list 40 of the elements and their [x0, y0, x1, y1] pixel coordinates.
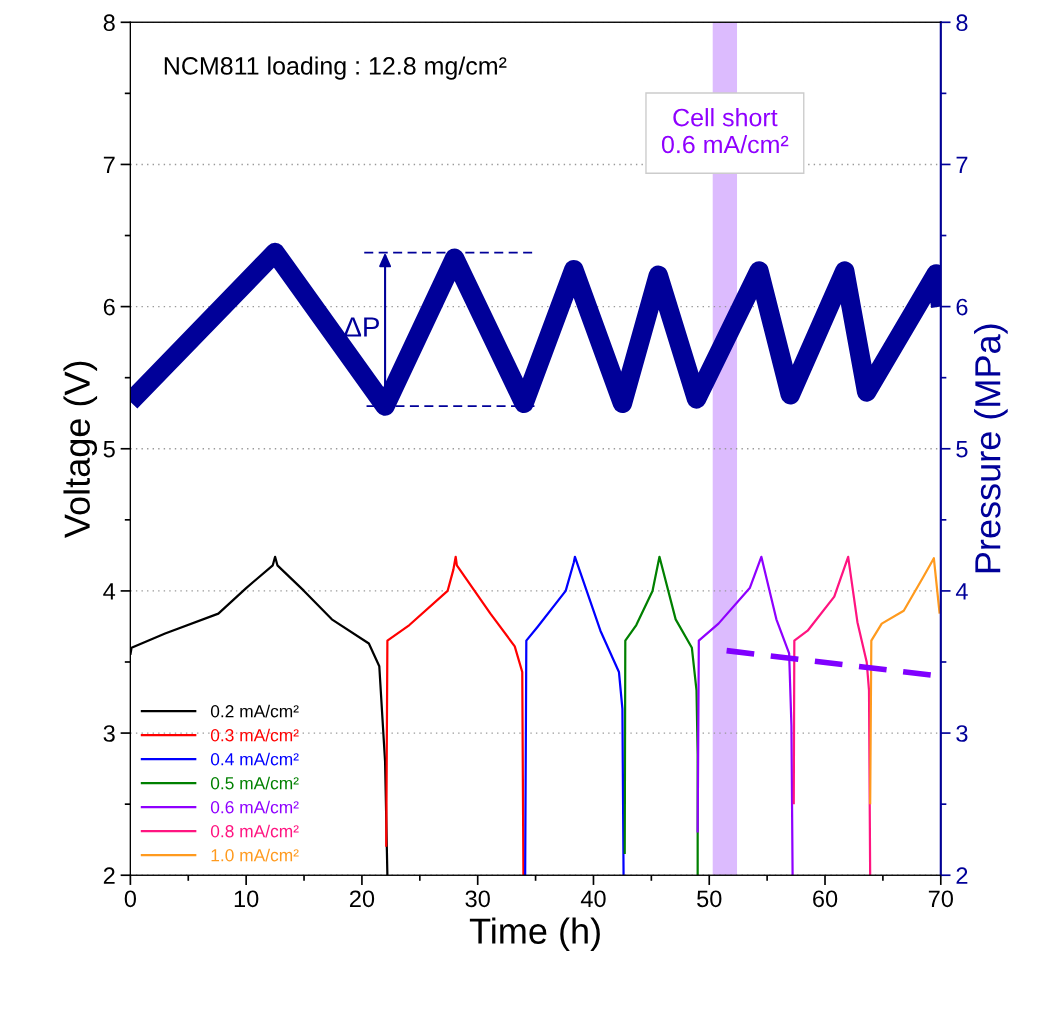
y-tick-label: 3 [103, 725, 115, 742]
y2-tick-label: 7 [956, 156, 968, 173]
y-tick-label: 5 [103, 441, 115, 458]
legend-label: 0.6 mA/cm² [210, 800, 299, 814]
y2-tick-label: 2 [956, 867, 968, 884]
y2-tick-label: 8 [956, 14, 968, 32]
x-tick-label: 0 [124, 890, 137, 908]
legend-label: 0.2 mA/cm² [210, 704, 299, 718]
x-tick-label: 10 [234, 890, 259, 908]
x-axis-title: Time (h) [469, 917, 600, 952]
y-axis-title: Voltage (V) [63, 361, 98, 538]
line-series [869, 557, 941, 806]
legend-label: 0.3 mA/cm² [210, 728, 299, 742]
x-tick-label: 70 [928, 890, 953, 908]
y-tick-label: 4 [103, 583, 116, 600]
x-tick-label: 40 [580, 890, 606, 908]
line-series [696, 555, 794, 876]
legend-label: 0.4 mA/cm² [210, 752, 299, 766]
legend-label: 1.0 mA/cm² [211, 848, 299, 862]
line-series [524, 555, 625, 876]
x-tick-label: 30 [465, 890, 490, 908]
y2-tick-label: 6 [956, 298, 968, 316]
legend-label: 0.5 mA/cm² [210, 776, 299, 790]
legend-label: 0.8 mA/cm² [210, 824, 299, 838]
x-tick-label: 60 [813, 890, 838, 908]
line-series [792, 555, 872, 876]
y2-tick-label: 5 [956, 441, 968, 458]
x-tick-label: 50 [697, 890, 722, 908]
line-series [385, 555, 525, 876]
y-tick-label: 8 [103, 14, 115, 32]
annotation: ΔP [344, 317, 379, 337]
y-tick-label: 2 [103, 867, 115, 884]
y2-tick-label: 3 [956, 725, 968, 742]
y-tick-label: 7 [103, 156, 115, 173]
y2-axis-title: Pressure (MPa) [974, 324, 1008, 573]
y2-tick-label: 4 [955, 583, 968, 600]
band-label: Cell short 0.6 mA/cm² [661, 108, 789, 154]
annotation: NCM811 loading : 12.8 mg/cm² [164, 56, 507, 80]
y-tick-label: 6 [103, 298, 115, 316]
x-tick-label: 20 [349, 890, 375, 908]
